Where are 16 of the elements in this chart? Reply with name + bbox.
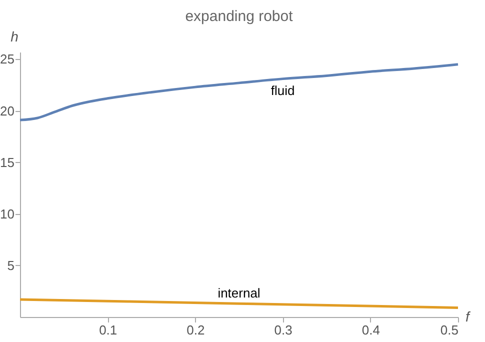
x-tick-label: 0.3 [274,322,292,338]
x-axis-title: f [466,308,472,324]
x-tick-label: 0.4 [362,322,380,338]
x-tick-label: 0.5 [440,322,458,338]
series-label: internal [218,286,260,301]
x-tick-label: 0.1 [99,322,118,338]
series-label: fluid [270,82,295,98]
y-tick-label: 5 [7,258,14,273]
x-tick-label: 0.2 [186,322,205,338]
y-tick-label: 25 [0,52,14,67]
line-series [18,63,460,122]
chart-title: expanding robot [185,8,294,25]
y-tick-label: 15 [0,154,14,170]
y-tick-label: 20 [0,103,14,118]
y-tick-label: 10 [0,206,14,222]
y-axis-title: h [10,28,19,44]
